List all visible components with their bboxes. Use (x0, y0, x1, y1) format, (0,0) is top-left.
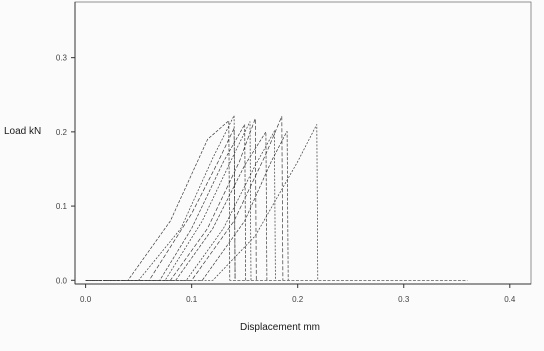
x-tick-label: 0.4 (504, 295, 516, 304)
y-tick-label: 0.1 (56, 202, 68, 211)
y-tick-label: 0.2 (56, 128, 68, 137)
x-tick-label: 0.0 (80, 295, 92, 304)
y-tick-label: 0.3 (56, 54, 68, 63)
series-line (85, 129, 276, 281)
series-line (85, 130, 268, 281)
series-line (85, 116, 284, 281)
x-ticks: 0.0 0.1 0.2 0.3 0.4 (80, 284, 516, 304)
series-line (85, 124, 319, 281)
series-line (85, 121, 252, 281)
series-line (85, 128, 236, 281)
x-tick-label: 0.1 (186, 295, 198, 304)
x-tick-label: 0.2 (292, 295, 304, 304)
plot-frame (74, 1, 532, 285)
x-axis-title: Displacement mm (240, 322, 320, 333)
series-line (85, 123, 247, 281)
y-ticks: 0.0 0.1 0.2 0.3 (56, 54, 75, 285)
series-line (85, 119, 468, 281)
series-layer (85, 115, 468, 281)
y-tick-label: 0.0 (56, 276, 68, 285)
series-line (85, 130, 289, 281)
y-axis-title: Load kN (4, 126, 41, 137)
series-line (85, 118, 257, 281)
x-tick-label: 0.3 (398, 295, 410, 304)
series-line (85, 115, 236, 281)
